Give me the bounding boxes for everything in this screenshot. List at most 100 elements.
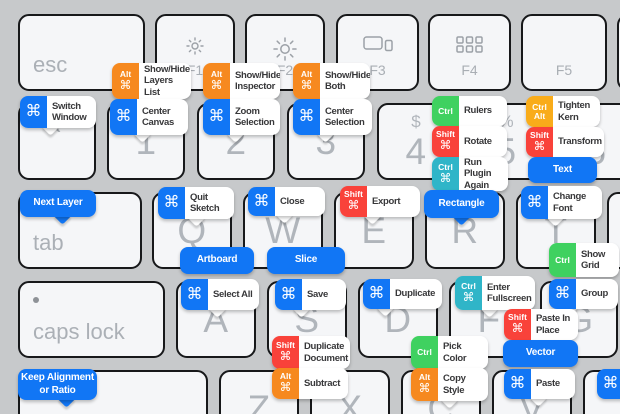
modifier-badge-alt-cmd: Alt ⌘ — [293, 63, 320, 99]
shortcut-callout-tighten-kern: Ctrl Alt Tighten Kern — [526, 96, 600, 127]
shortcut-callout-pick-color: Ctrl Pick Color — [411, 336, 488, 369]
tool-bubble-next-layer: Next Layer — [20, 190, 96, 225]
shortcut-label: Show/Hide Layers List — [139, 63, 191, 99]
shortcut-bubble: Shift ⌘ Paste In Place — [504, 309, 578, 340]
shortcut-label: Pick Color — [438, 336, 488, 369]
command-key-icon: ⌘ — [347, 198, 360, 213]
shortcut-bubble: Alt ⌘ Show/Hide Layers List — [112, 63, 191, 99]
shortcut-label: Duplicate — [390, 279, 442, 309]
shortcut-bubble: ⌘ Switch Window — [20, 96, 96, 128]
shortcut-label: Center Canvas — [137, 99, 188, 135]
modifier-badge-cmd: ⌘ — [549, 279, 576, 309]
key-cap: tab — [20, 194, 140, 267]
shortcut-label: Center Selection — [320, 99, 372, 135]
shortcut-label: Subtract — [299, 368, 348, 399]
modifier-text: Shift — [436, 129, 455, 140]
modifier-badge-cmd: ⌘ — [181, 279, 208, 310]
shortcut-bubble: Ctrl Rulers — [432, 96, 507, 126]
shortcut-callout-subtract: Alt ⌘ Subtract — [272, 368, 348, 399]
shortcut-bubble: ⌘ Duplicate — [363, 279, 442, 309]
tool-name: Text — [528, 157, 597, 183]
shortcut-bubble: Alt ⌘ Copy Style — [411, 368, 488, 401]
tool-bubble-keep-alignment-or-ratio: Keep Alignment or Ratio — [18, 369, 97, 408]
key-label: F3 — [369, 62, 386, 78]
mission-control-icon — [338, 36, 417, 54]
command-key-icon: ⌘ — [279, 349, 292, 364]
shortcut-callout-duplicate-document: Shift ⌘ Duplicate Document — [272, 336, 350, 369]
command-key-icon: ⌘ — [186, 285, 203, 303]
shortcut-callout-rotate: Shift ⌘ Rotate — [432, 126, 507, 157]
command-key-icon: ⌘ — [208, 108, 225, 126]
shortcut-callout-close: ⌘ Close — [248, 187, 325, 224]
shortcut-label: Duplicate Document — [299, 336, 350, 369]
shortcut-label: Rotate — [459, 126, 507, 157]
shortcut-bubble: Ctrl ⌘ Enter Fullscreen — [455, 276, 535, 310]
shortcut-label: Transform — [553, 127, 604, 157]
modifier-text: Shift — [344, 189, 363, 200]
shortcut-callout-save: ⌘ Save — [275, 279, 346, 318]
shortcut-bubble: ⌘ Select All — [181, 279, 259, 310]
command-key-icon: ⌘ — [300, 77, 313, 92]
key-label: F5 — [555, 62, 573, 78]
modifier-badge-cmd: ⌘ — [158, 187, 185, 219]
shortcut-callout-center-canvas: ⌘ Center Canvas — [110, 99, 188, 143]
shortcut-bubble: Alt ⌘ Show/Hide Both — [293, 63, 370, 99]
modifier-text: Ctrl — [438, 105, 453, 116]
shortcut-bubble: Shift ⌘ Export — [340, 186, 420, 217]
shortcut-callout-paste: ⌘ Paste — [504, 369, 575, 407]
key-f4[interactable]: F4 — [428, 14, 511, 91]
modifier-text: Alt — [533, 110, 546, 121]
command-key-icon: ⌘ — [509, 375, 526, 393]
shortcut-callout-copy-style: Alt ⌘ Copy Style — [411, 368, 488, 409]
shortcut-label: Copy Style — [438, 368, 488, 401]
modifier-badge-cmd: ⌘ — [597, 369, 620, 399]
key-cap: esc — [20, 16, 143, 89]
modifier-badge-ctrl-alt: Ctrl Alt — [526, 96, 553, 127]
shortcut-label: Close — [275, 187, 325, 216]
key-f5[interactable]: F5 — [521, 14, 607, 91]
tool-name: Vector — [503, 340, 578, 367]
shortcut-label: Save — [302, 279, 346, 310]
modifier-text: Ctrl — [532, 101, 547, 112]
modifier-badge-alt-cmd: Alt ⌘ — [272, 368, 299, 399]
modifier-badge-ctrl-cmd: Ctrl ⌘ — [455, 276, 482, 310]
key-cap: Z — [221, 372, 297, 414]
modifier-text: Shift — [508, 312, 527, 323]
tool-name: Keep Alignment or Ratio — [18, 369, 97, 400]
modifier-badge-cmd: ⌘ — [203, 99, 230, 135]
modifier-badge-alt-cmd: Alt ⌘ — [411, 368, 438, 401]
shortcut-label: Switch Window — [47, 96, 96, 128]
modifier-badge-alt-cmd: Alt ⌘ — [112, 63, 139, 99]
shortcut-label: Show/Hide Inspector — [230, 63, 280, 99]
key-cap: F4 — [430, 16, 509, 89]
command-key-icon: ⌘ — [418, 381, 431, 396]
brightness-low-icon — [157, 36, 233, 56]
shortcut-bubble: Shift ⌘ Duplicate Document — [272, 336, 350, 369]
shortcut-callout-center-selection: ⌘ Center Selection — [293, 99, 372, 143]
shortcut-label: Select All — [208, 279, 259, 310]
brightness-high-icon — [247, 36, 323, 62]
command-key-icon: ⌘ — [115, 108, 132, 126]
shortcut-bubble: ⌘ Group — [549, 279, 618, 309]
shortcut-bubble: ⌘ Save — [275, 279, 346, 310]
shortcut-bubble: ⌘ — [597, 369, 620, 399]
modifier-badge-ctrl: Ctrl — [549, 243, 576, 277]
command-key-icon: ⌘ — [368, 285, 385, 303]
command-key-icon: ⌘ — [25, 103, 42, 121]
modifier-text: Alt — [300, 68, 313, 79]
command-key-icon: ⌘ — [462, 289, 475, 304]
modifier-badge-shift-cmd: Shift ⌘ — [432, 126, 459, 157]
modifier-badge-cmd: ⌘ — [293, 99, 320, 135]
key-capslock[interactable]: caps lock — [18, 281, 165, 358]
shortcut-callout-select-all: ⌘ Select All — [181, 279, 259, 318]
tool-bubble-vector: Vector — [503, 340, 578, 367]
tool-name: Slice — [267, 247, 345, 274]
tool-name: Rectangle — [424, 190, 499, 218]
modifier-badge-ctrl: Ctrl — [432, 96, 459, 126]
shortcut-callout-switch-window: ⌘ Switch Window — [20, 96, 96, 136]
shortcut-callout-show-grid: Ctrl Show Grid — [549, 243, 619, 277]
shortcut-callout-change-font: ⌘ Change Font — [521, 186, 602, 227]
key-esc[interactable]: esc — [18, 14, 145, 91]
command-key-icon: ⌘ — [526, 193, 543, 211]
